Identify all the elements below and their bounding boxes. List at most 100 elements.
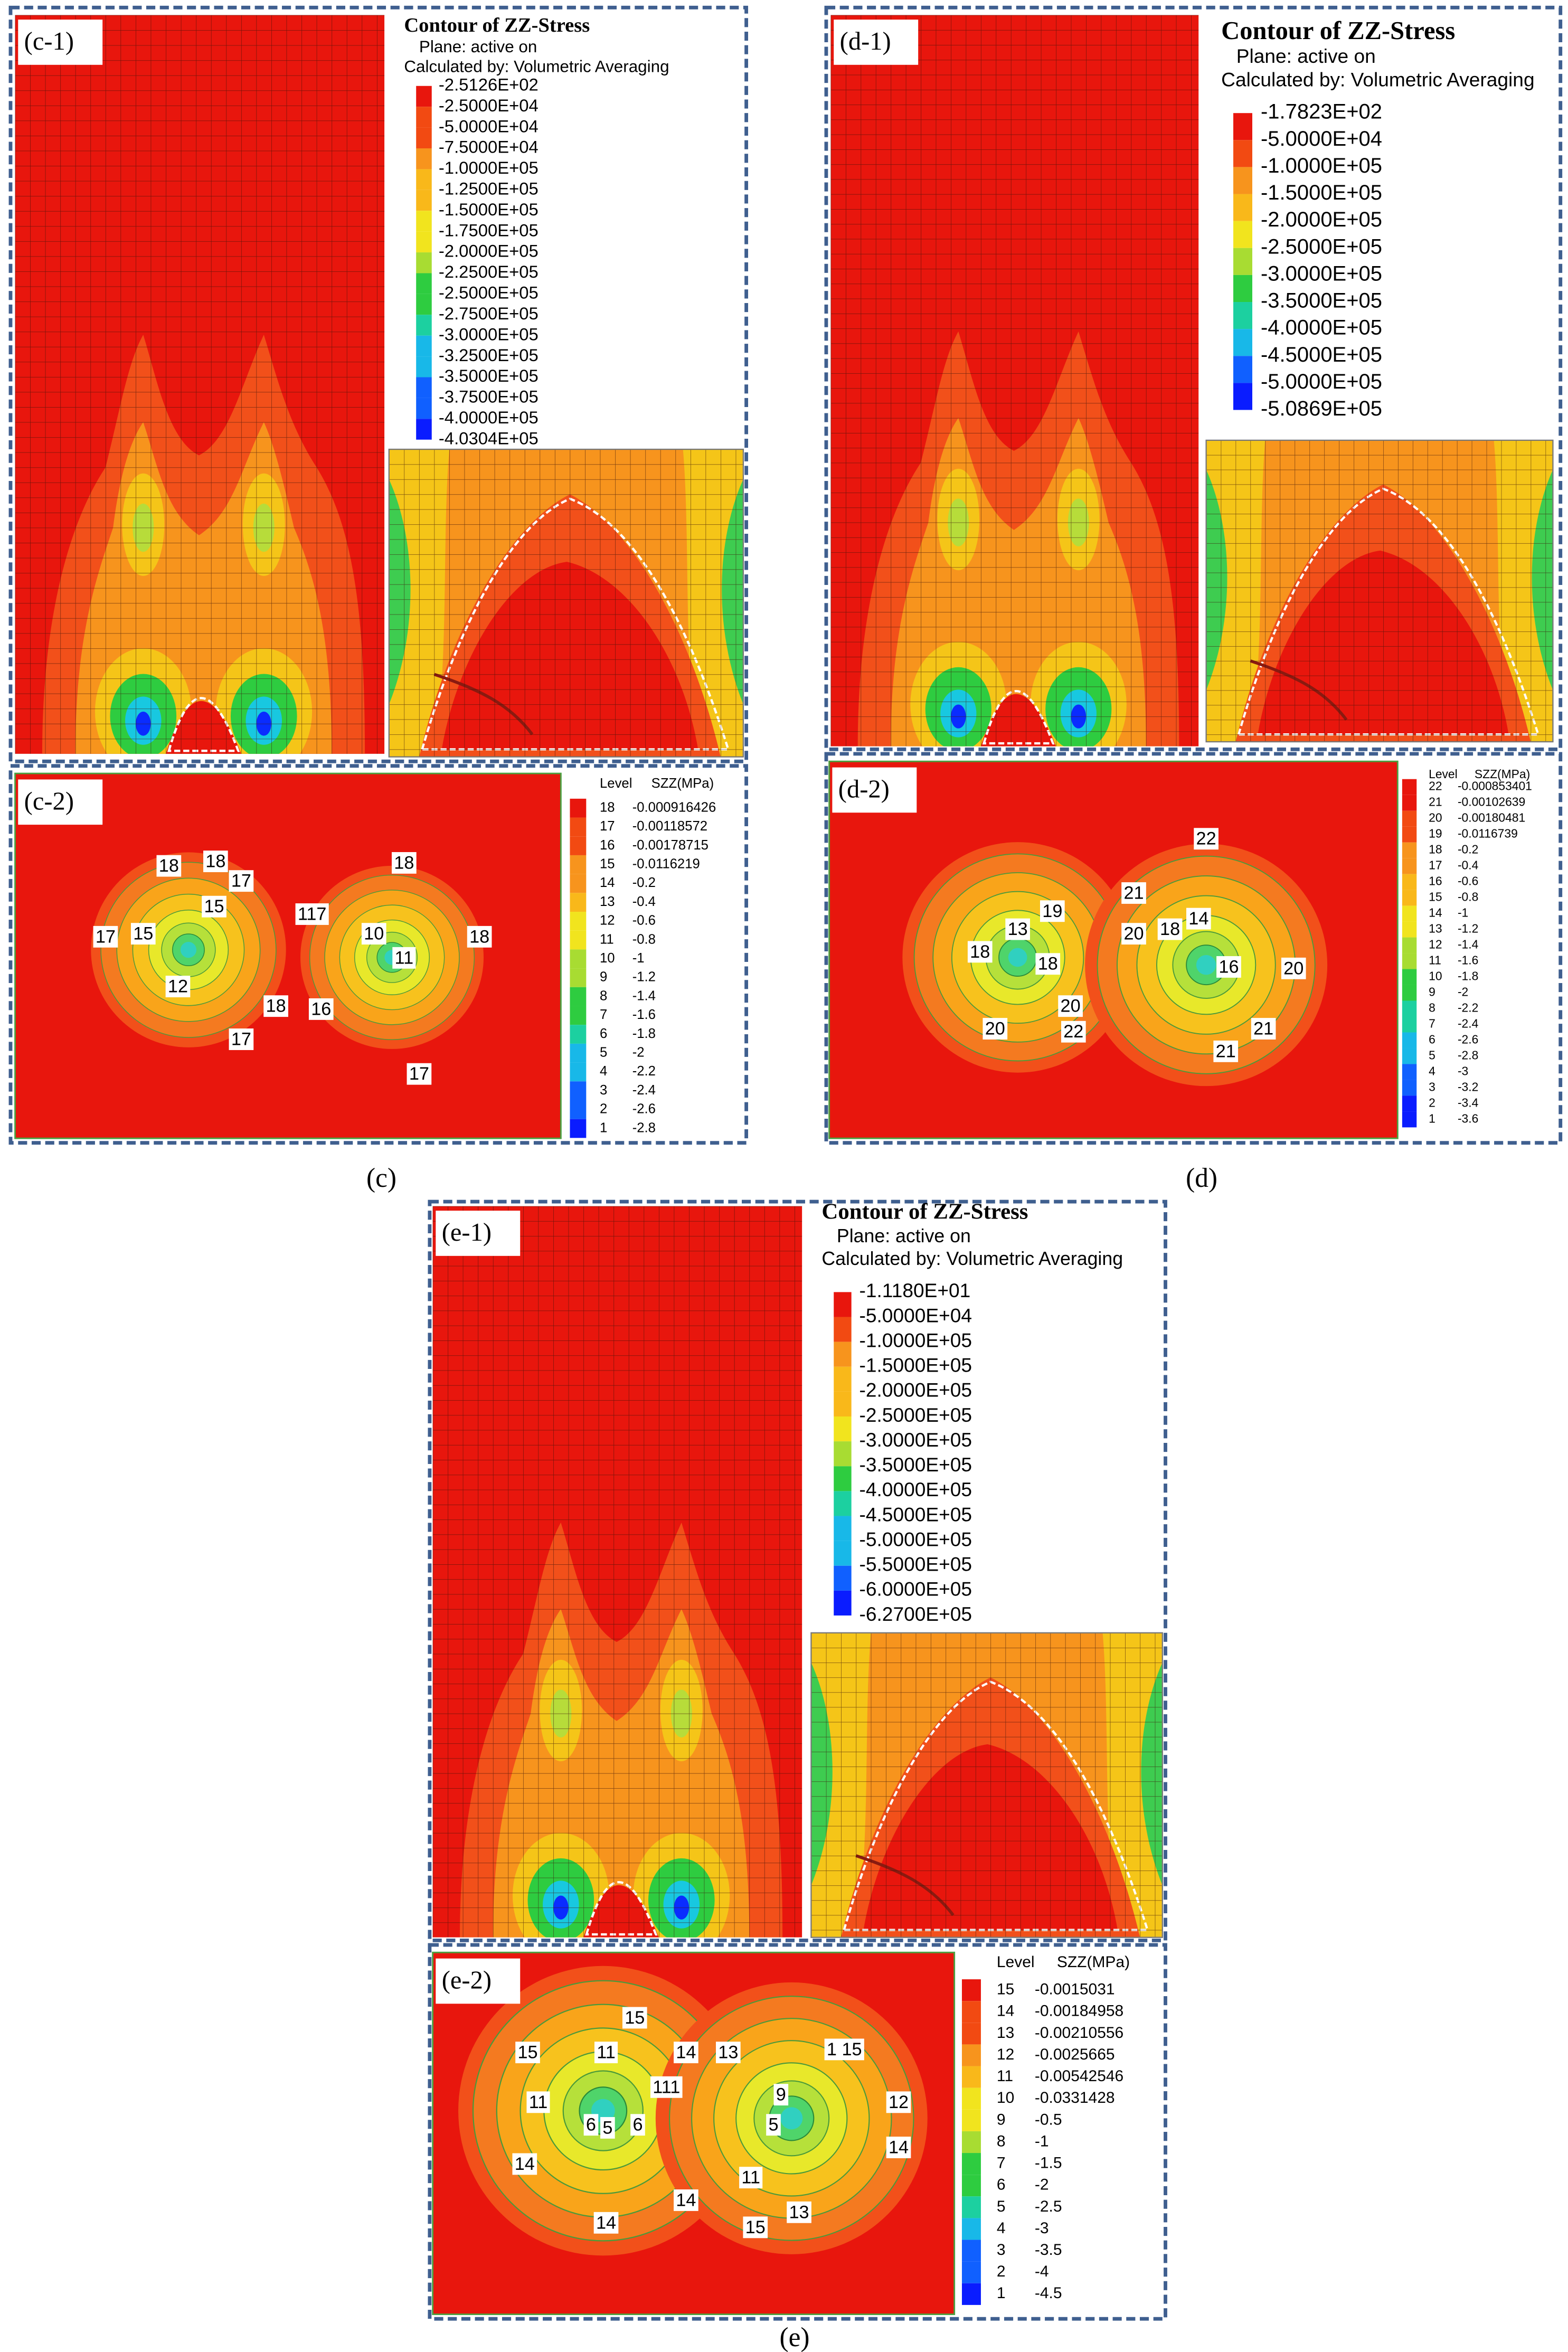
contour-label: 17	[409, 1064, 429, 1084]
legend-value: -2.5126E+02	[439, 74, 539, 94]
legend-swatch	[834, 1541, 852, 1566]
level-value: -0.0015031	[1035, 1981, 1115, 1998]
legend-value: -5.0000E+05	[1261, 370, 1382, 393]
caption: (c)	[366, 1163, 396, 1193]
legend-method: Calculated by: Volumetric Averaging	[821, 1248, 1123, 1269]
contour-label-bg	[1213, 1040, 1239, 1062]
contour-label-bg	[594, 2042, 618, 2064]
contour-label-bg	[886, 2091, 911, 2113]
panel-label: (d-2)	[838, 775, 890, 803]
contour-label-bg	[1251, 1018, 1276, 1040]
contour-label: 12	[889, 2092, 909, 2112]
legend-swatch	[416, 127, 432, 149]
level-swatch	[570, 912, 587, 931]
level-swatch	[1402, 858, 1417, 874]
level-value: -0.0116739	[1458, 827, 1518, 840]
legend-value: -1.0000E+05	[1261, 154, 1382, 177]
level-value: -0.00118572	[632, 819, 707, 834]
legend-value: -3.5000E+05	[859, 1453, 972, 1476]
level-swatch	[961, 2153, 981, 2175]
inset-frame	[810, 1632, 1163, 1938]
level-number: 7	[600, 1007, 607, 1022]
contour-label-bg	[650, 2076, 683, 2098]
level-swatch	[1402, 1048, 1417, 1064]
contour-label: 13	[1008, 919, 1028, 939]
section-box	[8, 764, 749, 1145]
contour-label-bg	[583, 2114, 599, 2136]
contour-label-bg	[1281, 957, 1306, 979]
label-bg	[834, 20, 919, 65]
legend-swatch	[416, 377, 432, 398]
contour-label-bg	[93, 925, 118, 948]
level-swatch	[961, 2044, 981, 2066]
legend-title: Contour of ZZ-Stress	[1221, 17, 1455, 45]
level-number: 14	[600, 875, 615, 890]
contour-label: 20	[1283, 958, 1303, 978]
level-value: -1.2	[632, 970, 656, 985]
level-value: -0.4	[632, 894, 656, 909]
contour-label: 15	[517, 2043, 537, 2063]
level-swatch	[1402, 810, 1417, 827]
level-number: 10	[997, 2089, 1014, 2107]
level-value: -2.2	[632, 1064, 656, 1079]
caption: (d)	[1186, 1163, 1217, 1193]
legend-value: -5.0000E+04	[439, 116, 539, 136]
level-swatch	[961, 2087, 981, 2110]
contour-label: 111	[653, 2077, 680, 2097]
level-value: -2.5	[1035, 2198, 1062, 2215]
legend-swatch	[416, 148, 432, 169]
level-value: -0.8	[1458, 890, 1478, 904]
level-header: Level	[1429, 767, 1458, 781]
level-swatch	[570, 1025, 587, 1044]
level-swatch	[570, 1006, 587, 1025]
contour-label: 20	[1061, 996, 1081, 1016]
level-number: 3	[1429, 1080, 1435, 1093]
legend-swatch	[834, 1292, 852, 1317]
contour-label: 21	[1253, 1019, 1273, 1039]
level-swatch	[961, 2023, 981, 2045]
legend-value: -5.5000E+05	[859, 1553, 972, 1575]
legend-swatch	[416, 252, 432, 273]
panel-box	[824, 5, 1563, 751]
legend-value: -6.2700E+05	[859, 1603, 972, 1625]
contour-label: 22	[1196, 829, 1216, 849]
caption: (e)	[779, 2322, 809, 2352]
level-swatch	[570, 798, 587, 818]
panel-label: (c-2)	[24, 787, 74, 815]
level-number: 2	[1429, 1095, 1435, 1109]
level-swatch	[570, 893, 587, 912]
level-number: 7	[1429, 1017, 1435, 1031]
level-swatch	[1402, 779, 1417, 795]
contour-label: 9	[776, 2085, 786, 2105]
legend-value: -2.5000E+05	[1261, 235, 1382, 258]
legend-value: -4.0304E+05	[439, 428, 539, 448]
level-value: -0.0116219	[632, 857, 700, 872]
level-number: 14	[997, 2002, 1014, 2020]
contour-label-bg	[308, 998, 334, 1020]
contour-label: 18	[1038, 954, 1058, 974]
contour-label-bg	[1121, 882, 1146, 904]
level-swatch	[1402, 1064, 1417, 1080]
legend-value: -4.5000E+05	[1261, 343, 1382, 366]
level-swatch	[570, 1100, 587, 1119]
legend-swatch	[1233, 383, 1253, 410]
ring-contour	[90, 852, 287, 1048]
contour-label: 1 15	[827, 2039, 862, 2060]
level-value: -0.2	[1458, 843, 1478, 856]
level-value: -0.00210556	[1035, 2024, 1123, 2042]
legend-value: -5.0000E+05	[859, 1528, 972, 1550]
level-number: 17	[1429, 858, 1442, 872]
contour-label-bg	[1194, 828, 1218, 850]
level-swatch	[961, 2240, 981, 2262]
level-header: Level	[997, 1953, 1035, 1971]
legend-swatch	[416, 419, 432, 440]
level-value: -1	[632, 951, 645, 966]
contour-label-bg	[715, 2042, 741, 2064]
level-swatch	[570, 1081, 587, 1100]
legend-plane: Plane: active on	[419, 37, 537, 56]
contour-label-bg	[1040, 900, 1065, 922]
legend-value: -3.5000E+05	[1261, 289, 1382, 313]
label-bg	[18, 20, 103, 65]
legend-value: -2.5000E+05	[859, 1404, 972, 1426]
